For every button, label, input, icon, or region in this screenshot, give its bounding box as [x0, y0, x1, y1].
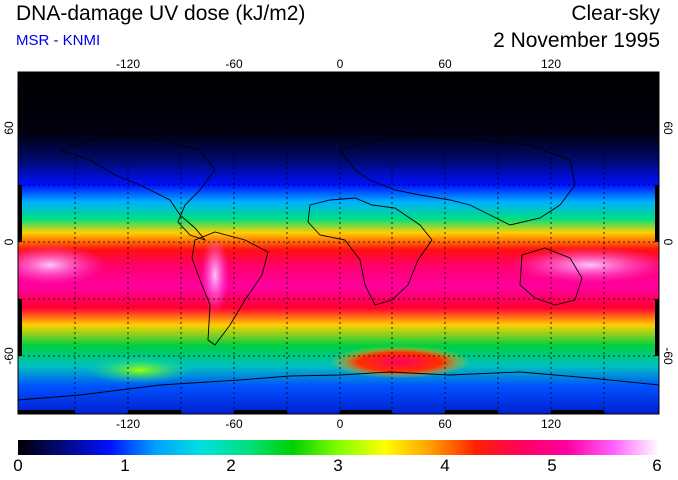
colorbar-tick: 4: [440, 456, 450, 475]
antarctica-coast: [18, 371, 659, 401]
lon-label-top: 120: [541, 57, 561, 71]
lon-label-bottom: 0: [337, 417, 344, 431]
lon-label-top: -120: [116, 57, 140, 71]
north-america-coast: [58, 134, 216, 241]
map-date: 2 November 1995: [493, 29, 660, 52]
lat-labels: 60 0 -60 60 0 -60: [2, 121, 675, 365]
south-america-coast: [191, 231, 269, 346]
sky-condition: Clear-sky: [571, 2, 660, 25]
lon-label-top: -60: [225, 57, 243, 71]
europe-africa-coast: [307, 197, 433, 306]
lon-label-bottom: 120: [541, 417, 561, 431]
colorbar: [18, 440, 659, 455]
eurasia-coast: [339, 134, 576, 226]
lat-label-left: -60: [2, 347, 16, 365]
graticule: [18, 72, 659, 414]
lat-label-right: 0: [661, 239, 675, 246]
lat-label-right: -60: [661, 347, 675, 365]
colorbar-tick: 2: [226, 456, 236, 475]
lon-label-top: 60: [438, 57, 452, 71]
lon-labels: -120 -60 0 60 120 -120 -60 0 60 120: [116, 57, 561, 431]
map-source: MSR - KNMI: [16, 32, 101, 49]
lat-label-left: 0: [2, 238, 16, 245]
lat-label-right: 60: [661, 121, 675, 135]
australia-coast: [519, 247, 583, 306]
map-frame: [17, 71, 660, 415]
colorbar-tick: 5: [547, 456, 557, 475]
colorbar-tick: 1: [120, 456, 130, 475]
lon-label-top: 0: [337, 57, 344, 71]
lon-label-bottom: 60: [438, 417, 452, 431]
lon-label-bottom: -120: [116, 417, 140, 431]
lat-label-left: 60: [2, 121, 16, 135]
coastlines: [18, 134, 659, 401]
dose-field: [18, 72, 659, 414]
colorbar-tick: 3: [333, 456, 343, 475]
colorbar-tick: 6: [652, 456, 662, 475]
lon-label-bottom: -60: [225, 417, 243, 431]
colorbar-tick: 0: [13, 456, 23, 475]
map-title: DNA-damage UV dose (kJ/m2): [16, 2, 306, 25]
